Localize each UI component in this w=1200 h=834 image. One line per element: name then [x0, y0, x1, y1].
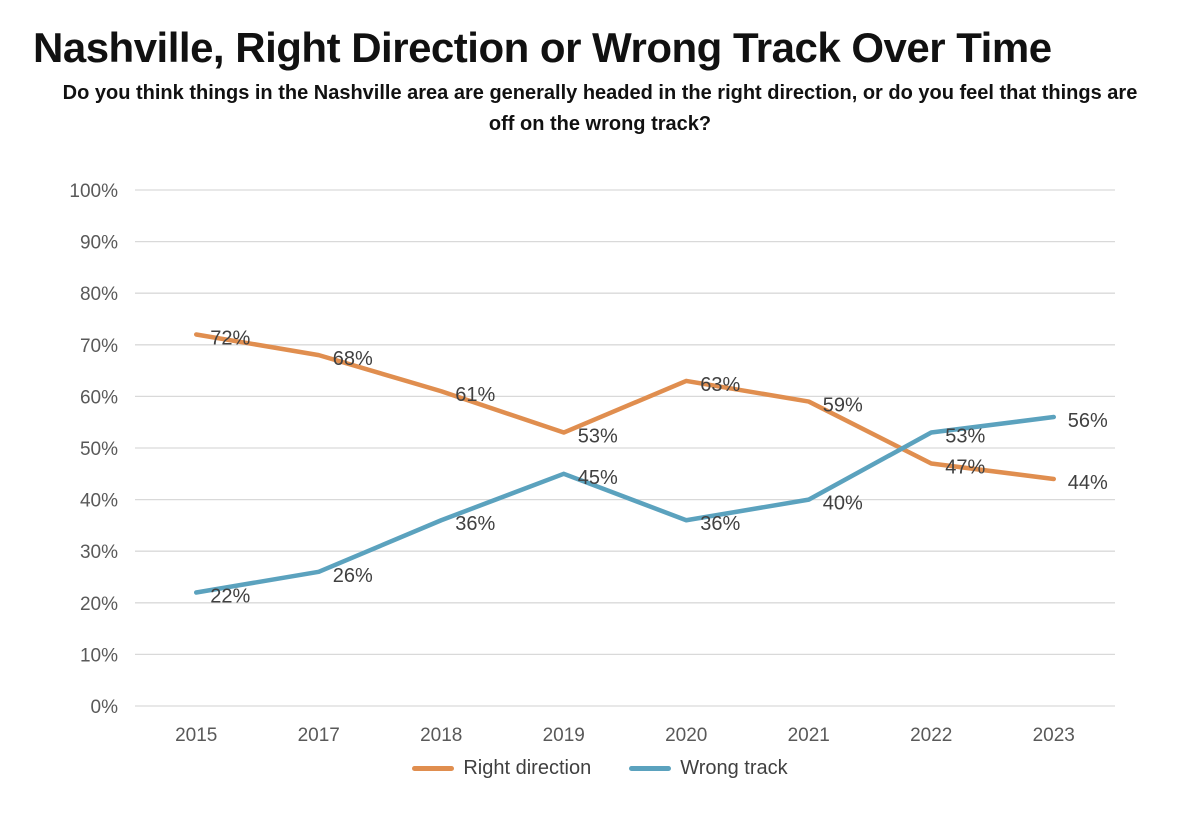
x-axis-tick-label: 2022: [910, 725, 952, 746]
y-axis-tick-label: 10%: [80, 645, 118, 666]
y-axis-tick-label: 20%: [80, 594, 118, 615]
data-label-right-direction: 68%: [333, 348, 373, 370]
series-line-right-direction: [194, 332, 1056, 482]
x-axis-tick-label: 2023: [1033, 725, 1075, 746]
x-axis-tick-label: 2015: [175, 725, 217, 746]
y-axis-tick-label: 0%: [91, 697, 119, 718]
legend-label-wrong-track: Wrong track: [680, 757, 788, 779]
data-label-right-direction: 47%: [945, 456, 985, 478]
legend-item-right-direction: Right direction: [412, 757, 591, 780]
y-axis-tick-label: 90%: [80, 233, 118, 254]
data-label-right-direction: 53%: [578, 426, 618, 448]
data-label-wrong-track: 36%: [455, 513, 495, 535]
legend-label-right-direction: Right direction: [463, 757, 592, 779]
data-label-wrong-track: 26%: [333, 565, 373, 587]
data-label-right-direction: 63%: [700, 374, 740, 396]
y-axis-tick-label: 50%: [80, 439, 118, 460]
data-label-wrong-track: 36%: [700, 513, 740, 535]
y-axis-tick-label: 80%: [80, 284, 118, 305]
x-axis-tick-label: 2017: [298, 725, 340, 746]
y-axis-tick-label: 40%: [80, 491, 118, 512]
data-label-wrong-track: 53%: [945, 426, 985, 448]
x-axis-tick-label: 2019: [543, 725, 585, 746]
data-label-wrong-track: 22%: [210, 585, 250, 607]
x-axis-tick-label: 2021: [788, 725, 830, 746]
data-label-right-direction: 59%: [823, 395, 863, 417]
data-label-right-direction: 61%: [455, 384, 495, 406]
y-axis-tick-label: 100%: [69, 181, 118, 202]
data-label-wrong-track: 40%: [823, 493, 863, 515]
y-axis-tick-label: 60%: [80, 387, 118, 408]
legend: Right direction Wrong track: [0, 757, 1200, 780]
x-axis-tick-label: 2018: [420, 725, 462, 746]
x-axis-tick-label: 2020: [665, 725, 707, 746]
data-label-right-direction: 72%: [210, 327, 250, 349]
data-label-right-direction: 44%: [1068, 472, 1108, 494]
chart-title: Nashville, Right Direction or Wrong Trac…: [33, 24, 1052, 71]
y-axis-tick-label: 30%: [80, 542, 118, 563]
legend-swatch-wrong-track: [629, 766, 672, 771]
legend-swatch-right-direction: [412, 766, 455, 771]
series-line-wrong-track: [194, 414, 1056, 595]
data-label-wrong-track: 45%: [578, 467, 618, 489]
y-axis-tick-label: 70%: [80, 336, 118, 357]
data-label-wrong-track: 56%: [1068, 410, 1108, 432]
legend-item-wrong-track: Wrong track: [629, 757, 788, 780]
chart-subtitle: Do you think things in the Nashville are…: [62, 82, 1138, 136]
